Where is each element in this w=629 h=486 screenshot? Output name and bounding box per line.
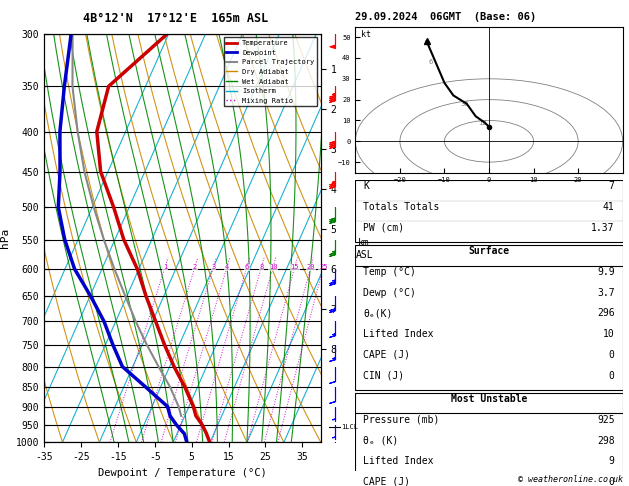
Text: 296: 296 bbox=[597, 309, 615, 318]
Text: © weatheronline.co.uk: © weatheronline.co.uk bbox=[518, 474, 623, 484]
Text: K: K bbox=[364, 181, 369, 191]
Y-axis label: km
ASL: km ASL bbox=[355, 238, 373, 260]
Text: 9: 9 bbox=[609, 456, 615, 466]
Text: 4B°12'N  17°12'E  165m ASL: 4B°12'N 17°12'E 165m ASL bbox=[84, 12, 269, 25]
Text: Surface: Surface bbox=[469, 246, 509, 256]
Text: Lifted Index: Lifted Index bbox=[364, 456, 434, 466]
Text: Temp (°C): Temp (°C) bbox=[364, 267, 416, 277]
Bar bbox=[355, 393, 623, 486]
Text: 29.09.2024  06GMT  (Base: 06): 29.09.2024 06GMT (Base: 06) bbox=[355, 12, 537, 22]
Text: 0: 0 bbox=[609, 370, 615, 381]
Text: 10: 10 bbox=[603, 329, 615, 339]
Text: Most Unstable: Most Unstable bbox=[451, 394, 527, 404]
Text: 2: 2 bbox=[192, 264, 197, 270]
Text: Dewp (°C): Dewp (°C) bbox=[364, 288, 416, 298]
Text: CAPE (J): CAPE (J) bbox=[364, 350, 410, 360]
Text: 0: 0 bbox=[609, 350, 615, 360]
Text: 6: 6 bbox=[245, 264, 249, 270]
Text: CAPE (J): CAPE (J) bbox=[364, 477, 410, 486]
Text: 298: 298 bbox=[597, 435, 615, 446]
Text: 1LCL: 1LCL bbox=[341, 424, 358, 430]
Text: CIN (J): CIN (J) bbox=[364, 370, 404, 381]
Text: Pressure (mb): Pressure (mb) bbox=[364, 415, 440, 425]
Text: 1: 1 bbox=[163, 264, 167, 270]
Text: 3.7: 3.7 bbox=[597, 288, 615, 298]
Bar bbox=[355, 245, 623, 390]
Y-axis label: hPa: hPa bbox=[0, 228, 10, 248]
Text: 15: 15 bbox=[291, 264, 299, 270]
Bar bbox=[355, 180, 623, 242]
Text: kt: kt bbox=[361, 30, 370, 39]
Text: 36: 36 bbox=[460, 101, 469, 107]
Text: θₑ(K): θₑ(K) bbox=[364, 309, 392, 318]
Text: 8: 8 bbox=[259, 264, 264, 270]
Text: 4: 4 bbox=[225, 264, 229, 270]
Text: 3: 3 bbox=[211, 264, 216, 270]
Text: 41: 41 bbox=[603, 202, 615, 212]
Text: Totals Totals: Totals Totals bbox=[364, 202, 440, 212]
Text: θₑ (K): θₑ (K) bbox=[364, 435, 399, 446]
Text: 925: 925 bbox=[597, 415, 615, 425]
Text: 12: 12 bbox=[478, 120, 486, 125]
Text: 1.37: 1.37 bbox=[591, 223, 615, 233]
Text: 0: 0 bbox=[609, 477, 615, 486]
X-axis label: Dewpoint / Temperature (°C): Dewpoint / Temperature (°C) bbox=[98, 468, 267, 478]
Legend: Temperature, Dewpoint, Parcel Trajectory, Dry Adiabat, Wet Adiabat, Isotherm, Mi: Temperature, Dewpoint, Parcel Trajectory… bbox=[223, 37, 317, 106]
Text: 10: 10 bbox=[269, 264, 277, 270]
Text: 25: 25 bbox=[319, 264, 328, 270]
Text: 9.9: 9.9 bbox=[597, 267, 615, 277]
Text: 20: 20 bbox=[306, 264, 315, 270]
Text: 7: 7 bbox=[609, 181, 615, 191]
Text: PW (cm): PW (cm) bbox=[364, 223, 404, 233]
Text: 6: 6 bbox=[429, 59, 433, 65]
Text: Lifted Index: Lifted Index bbox=[364, 329, 434, 339]
